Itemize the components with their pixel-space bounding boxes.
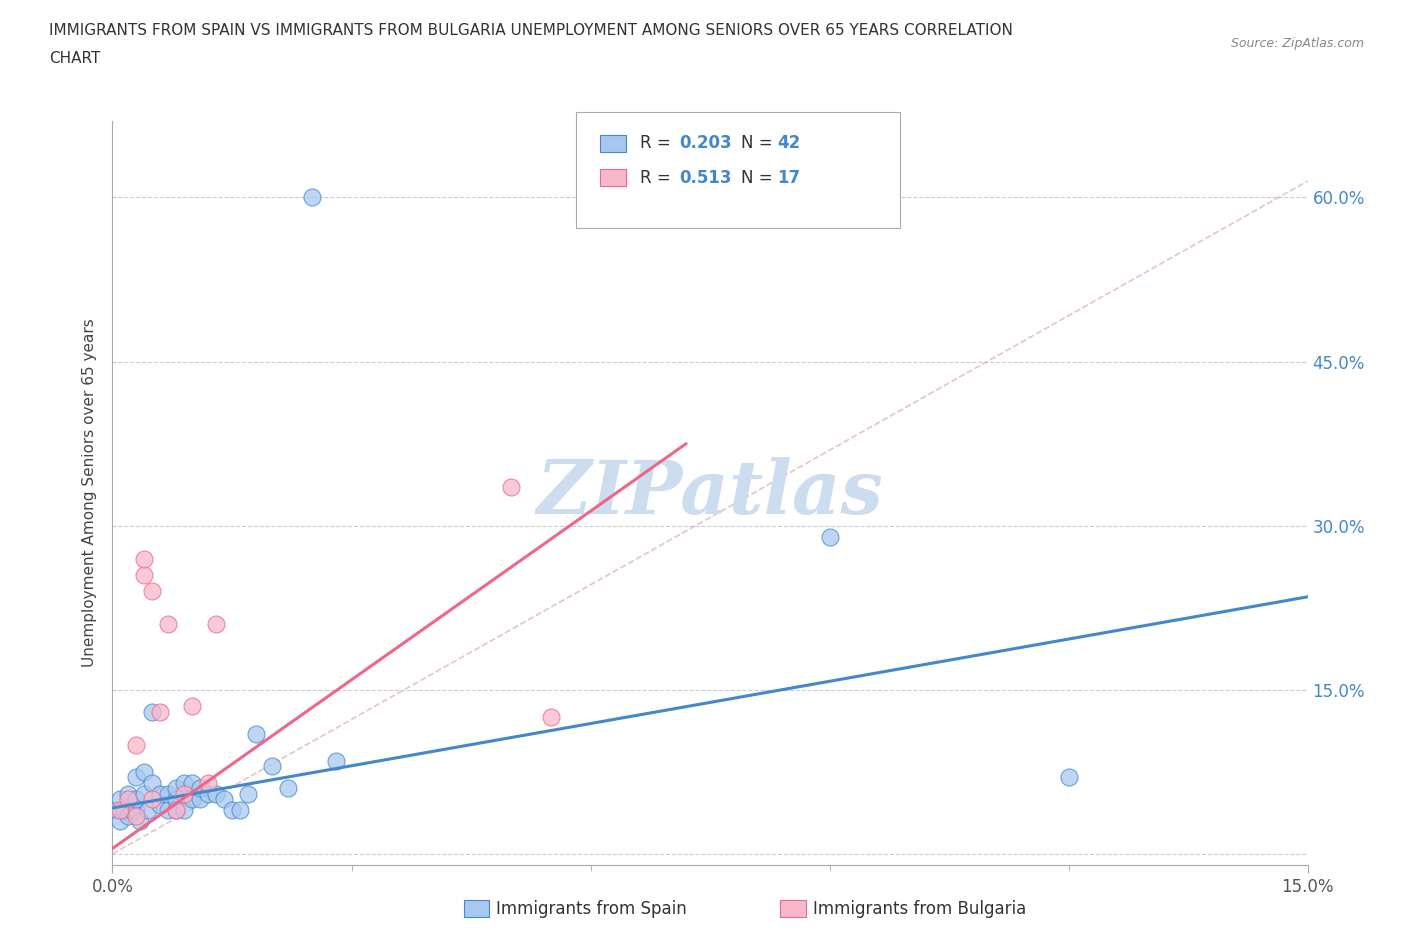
Point [165,791,187,806]
Point [173,787,195,802]
Point [212,791,235,806]
Point [117,787,139,802]
Point [188,781,211,796]
Text: 0.513: 0.513 [679,168,731,187]
Point [277,781,299,796]
Point [165,803,187,817]
Point [125,737,148,752]
Point [173,803,195,817]
Point [141,584,163,599]
Y-axis label: Unemployment Among Seniors over 65 years: Unemployment Among Seniors over 65 years [82,318,97,668]
Point [260,759,283,774]
Point [149,704,172,719]
Point [188,791,211,806]
Point [129,814,152,829]
Point [149,787,172,802]
Text: IMMIGRANTS FROM SPAIN VS IMMIGRANTS FROM BULGARIA UNEMPLOYMENT AMONG SENIORS OVE: IMMIGRANTS FROM SPAIN VS IMMIGRANTS FROM… [49,23,1014,38]
Point [117,791,139,806]
Point [125,770,148,785]
Point [236,787,259,802]
Point [134,551,156,566]
Text: ZIPatlas: ZIPatlas [537,457,883,529]
Point [205,617,228,631]
Point [138,803,160,817]
Point [125,803,148,817]
Point [181,698,204,713]
Text: Immigrants from Bulgaria: Immigrants from Bulgaria [813,899,1026,918]
Point [165,781,187,796]
Point [114,803,135,817]
Point [197,787,219,802]
Point [301,190,323,205]
Point [141,791,163,806]
Point [141,704,163,719]
Text: R =: R = [640,168,671,187]
Point [110,791,132,806]
Point [157,803,180,817]
Point [205,787,228,802]
Text: N =: N = [741,134,772,153]
Point [499,480,522,495]
Text: 17: 17 [778,168,800,187]
Point [197,776,219,790]
Point [157,617,180,631]
Point [165,803,187,817]
Point [540,710,562,724]
Point [1057,770,1080,785]
Point [125,791,148,806]
Text: Source: ZipAtlas.com: Source: ZipAtlas.com [1230,37,1364,50]
Point [141,776,163,790]
Point [221,803,243,817]
Point [134,567,156,582]
Point [121,803,143,817]
Text: 0.203: 0.203 [679,134,731,153]
Point [149,797,172,812]
Text: R =: R = [640,134,671,153]
Point [229,803,252,817]
Text: N =: N = [741,168,772,187]
Point [110,814,132,829]
Point [125,808,148,823]
Point [818,529,841,544]
Text: Immigrants from Spain: Immigrants from Spain [496,899,688,918]
Point [245,726,267,741]
Text: 42: 42 [778,134,801,153]
Point [325,753,347,768]
Point [134,764,156,779]
Point [110,803,132,817]
Point [181,791,204,806]
Point [105,803,128,817]
Point [134,787,156,802]
Point [181,776,204,790]
Text: CHART: CHART [49,51,101,66]
Point [157,787,180,802]
Point [117,808,139,823]
Point [173,776,195,790]
